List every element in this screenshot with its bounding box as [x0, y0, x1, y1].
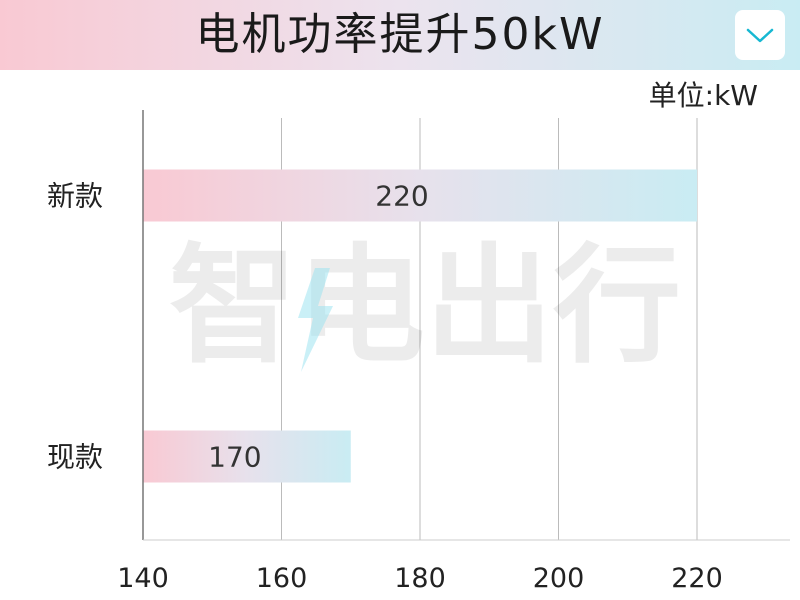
watermark: 智电出行 — [169, 232, 681, 381]
x-tick-label: 140 — [117, 563, 169, 594]
chevron-down-icon — [746, 28, 774, 43]
category-label: 新款 — [47, 180, 103, 213]
unit-label: 单位:kW — [648, 79, 758, 112]
watermark-text: 智电出行 — [169, 232, 681, 381]
bar-value-label: 220 — [375, 180, 428, 213]
dropdown-button[interactable] — [735, 10, 785, 60]
header-banner: 电机功率提升50kW — [0, 0, 800, 70]
x-tick-label: 160 — [256, 563, 308, 594]
x-tick-label: 220 — [671, 563, 723, 594]
category-label: 现款 — [47, 441, 103, 474]
page-title: 电机功率提升50kW — [195, 9, 605, 60]
bar-value-label: 170 — [208, 441, 261, 474]
bar-current — [143, 430, 351, 483]
x-tick-label: 200 — [533, 563, 585, 594]
x-tick-label: 180 — [394, 563, 446, 594]
bar-new — [143, 169, 697, 222]
lightning-bolt-icon — [298, 268, 333, 372]
